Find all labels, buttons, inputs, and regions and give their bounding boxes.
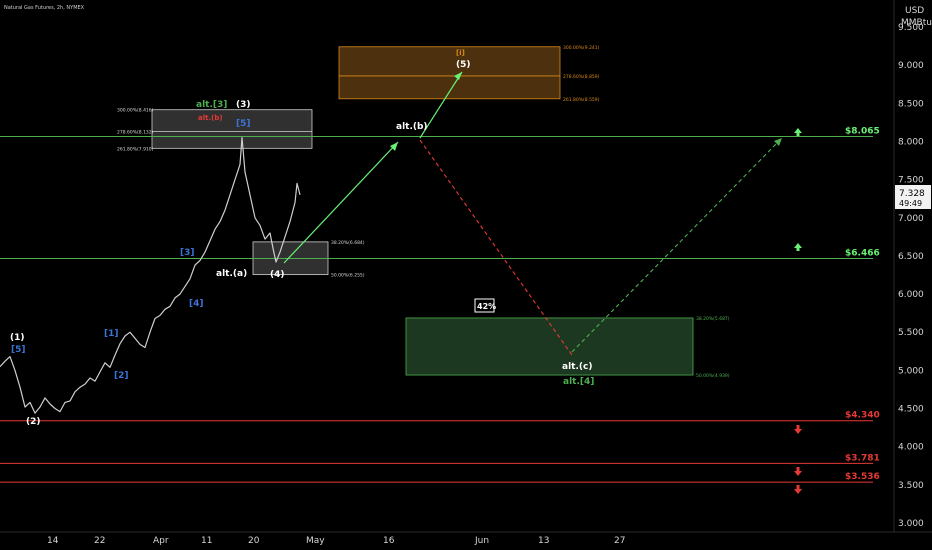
wave-labels: (1) [5] (2) [1] [2] [3] [4] alt.(a) alt.… bbox=[10, 49, 594, 427]
green-up-arrow-1 bbox=[794, 128, 802, 136]
y-tick-label: 9.500 bbox=[898, 23, 924, 33]
level-label: $3.536 bbox=[845, 472, 880, 482]
fib-level-label: 300.00%(9.241) bbox=[563, 45, 600, 51]
x-tick-label: May bbox=[306, 536, 325, 546]
wave-label: alt.[4] bbox=[563, 377, 594, 387]
fib-level-label: 50.00%(6.255) bbox=[331, 273, 365, 279]
wave-label: alt.(c) bbox=[562, 362, 592, 372]
current-price-tag: 7.328 49:49 bbox=[895, 185, 931, 209]
x-tick-label: 16 bbox=[383, 536, 395, 546]
level-label: $3.781 bbox=[845, 453, 880, 463]
arrow-to-target-head bbox=[774, 138, 782, 146]
probability-badge-text: 42% bbox=[477, 302, 496, 311]
y-tick-label: 3.500 bbox=[898, 481, 924, 491]
y-tick-label: 8.000 bbox=[898, 137, 924, 147]
y-tick-label: 5.500 bbox=[898, 328, 924, 338]
arrow-to-wave-5 bbox=[419, 71, 463, 139]
y-tick-label: 3.000 bbox=[898, 519, 924, 529]
x-tick-label: 14 bbox=[47, 536, 59, 546]
x-tick-label: Apr bbox=[153, 536, 169, 546]
arrow-to-alt-b-head bbox=[390, 142, 398, 151]
unit-label[interactable]: MMBtu bbox=[901, 18, 932, 28]
symbol-title: Natural Gas Futures, 2h, NYMEX bbox=[4, 5, 85, 11]
y-tick-label: 9.000 bbox=[898, 61, 924, 71]
y-tick-label: 6.500 bbox=[898, 252, 924, 262]
price-line bbox=[0, 137, 301, 414]
x-tick-label: 11 bbox=[201, 536, 212, 546]
fib-zone bbox=[338, 46, 561, 100]
wave-label: (1) bbox=[10, 333, 25, 343]
red-down-arrow-1 bbox=[794, 425, 802, 434]
fib-level-label: 261.80%(8.559) bbox=[563, 97, 600, 103]
level-labels: $8.065 $6.466 $4.340 $3.781 $3.536 bbox=[845, 127, 880, 483]
wave-label: alt.(b) bbox=[198, 114, 223, 122]
wave-label: [5] bbox=[11, 345, 26, 355]
arrow-to-wave-5-head bbox=[454, 72, 462, 80]
arrow-to-alt-c bbox=[419, 139, 573, 356]
support-resistance-levels bbox=[0, 136, 873, 483]
countdown: 49:49 bbox=[899, 199, 922, 208]
fib-level-label: 38.20%(5.687) bbox=[696, 316, 730, 322]
y-tick-label: 7.500 bbox=[898, 176, 924, 186]
x-tick-label: 22 bbox=[94, 536, 105, 546]
currency-label[interactable]: USD bbox=[905, 6, 924, 16]
price-axis[interactable]: 3.000 3.500 4.000 4.500 5.000 5.500 6.000 6.500… bbox=[898, 23, 924, 529]
x-tick-label: 27 bbox=[614, 536, 625, 546]
level-label: $6.466 bbox=[845, 249, 880, 259]
fib-level-label: 261.80%(7.910) bbox=[117, 146, 154, 152]
y-tick-label: 6.000 bbox=[898, 290, 924, 300]
red-down-arrow-2 bbox=[794, 467, 802, 476]
current-price: 7.328 bbox=[899, 189, 925, 199]
probability-badge: 42% bbox=[474, 298, 496, 313]
wave-label: [2] bbox=[114, 371, 129, 381]
wave-label: [3] bbox=[180, 248, 195, 258]
wave-label: [4] bbox=[189, 299, 204, 309]
fib-level-label: 278.60%(8.859) bbox=[563, 74, 600, 80]
y-tick-label: 8.500 bbox=[898, 99, 924, 109]
wave-label: (3) bbox=[236, 100, 251, 110]
wave-label: [1] bbox=[104, 329, 119, 339]
arrow-to-alt-b bbox=[283, 141, 399, 264]
wave-label: alt.(b) bbox=[396, 122, 428, 132]
red-down-arrow-3 bbox=[794, 485, 802, 494]
fib-zone bbox=[151, 109, 313, 149]
fib-level-label: 38.20%(6.684) bbox=[331, 240, 365, 246]
arrow-to-target bbox=[571, 137, 783, 353]
level-arrows bbox=[794, 128, 802, 494]
y-tick-label: 4.500 bbox=[898, 405, 924, 415]
level-label: $8.065 bbox=[845, 127, 880, 137]
fib-level-label: 278.60%(8.132) bbox=[117, 129, 154, 135]
fib-level-label: 300.00%(8.416) bbox=[117, 108, 154, 114]
price-series bbox=[0, 137, 301, 414]
wave-label: (5) bbox=[456, 60, 471, 70]
wave-label: alt.(a) bbox=[216, 269, 247, 279]
wave-label: (4) bbox=[270, 270, 285, 280]
y-tick-label: 5.000 bbox=[898, 366, 924, 376]
y-tick-label: 7.000 bbox=[898, 214, 924, 224]
projection-arrows bbox=[283, 71, 783, 356]
x-tick-label: Jun bbox=[474, 536, 489, 546]
green-up-arrow-2 bbox=[794, 243, 802, 251]
wave-label: alt.[3] bbox=[196, 100, 227, 110]
time-axis[interactable]: 14 22 Apr 11 20 May 16 Jun 13 27 bbox=[47, 536, 625, 546]
wave-label: [i] bbox=[456, 49, 465, 57]
wave-label: [5] bbox=[236, 119, 251, 129]
level-label: $4.340 bbox=[845, 411, 880, 421]
fib-zone bbox=[405, 317, 694, 376]
y-tick-label: 4.000 bbox=[898, 443, 924, 453]
fib-level-label: 50.00%(4.939) bbox=[696, 373, 730, 379]
wave-label: (2) bbox=[26, 417, 41, 427]
x-tick-label: 13 bbox=[538, 536, 549, 546]
x-tick-label: 20 bbox=[248, 536, 260, 546]
